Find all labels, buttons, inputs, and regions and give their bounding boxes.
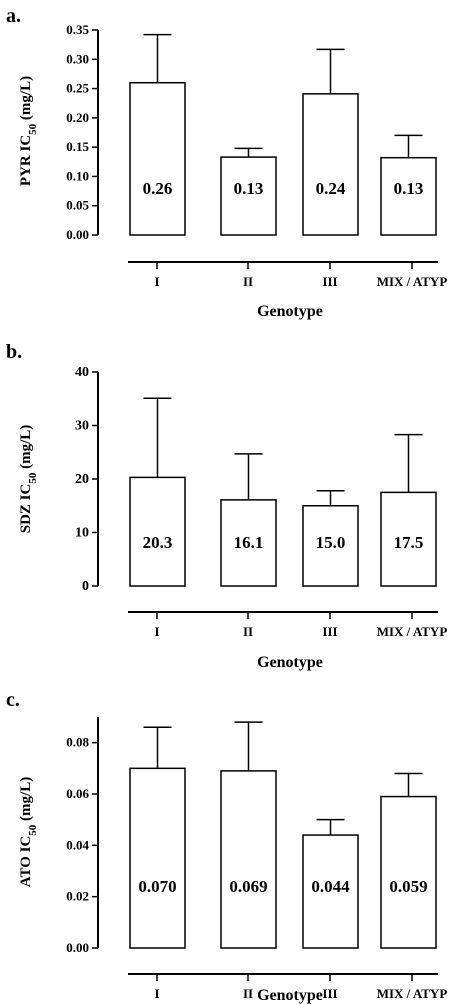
bar-2 — [220, 499, 277, 587]
y-tick-label: 0.25 — [66, 81, 89, 96]
panel-label: a. — [6, 5, 21, 27]
y-tick-label: 0 — [82, 579, 89, 594]
chart-panel-3: c. 0.00 0.02 0.04 0.06 0.08 ATO IC50 (mg/L) 0.0… — [6, 689, 447, 1004]
x-tick-label: III — [322, 986, 337, 1001]
data-label-4: 0.13 — [394, 179, 424, 198]
data-label-1: 20.3 — [143, 533, 173, 552]
y-axis-label-sub: 50 — [27, 824, 39, 836]
y-axis-label-unit: (mg/L) — [18, 425, 34, 473]
x-tick-label: MIX / ATYP — [377, 624, 448, 639]
bar-2 — [220, 770, 277, 949]
y-tick-label: 10 — [75, 526, 89, 541]
data-label-2: 0.069 — [229, 877, 267, 896]
y-axis-label: ATO IC50 (mg/L) — [18, 777, 39, 887]
bar-4 — [380, 795, 437, 949]
y-tick-label: 0.30 — [66, 51, 89, 66]
x-tick-label: II — [243, 986, 253, 1001]
x-axis-label: Genotype — [257, 303, 323, 320]
data-label-4: 0.059 — [389, 877, 427, 896]
bar-3 — [302, 834, 359, 949]
data-label-3: 0.044 — [311, 877, 350, 896]
y-tick-label: 0.04 — [66, 837, 89, 852]
data-label-1: 0.26 — [143, 179, 173, 198]
data-label-1: 0.070 — [138, 877, 176, 896]
y-tick-label: 0.06 — [66, 786, 89, 801]
y-tick-label: 30 — [75, 419, 89, 434]
chart-panel-2: b. 0 10 20 30 40 SDZ IC50 (mg/L) 20.3 16.1 15.0 17… — [6, 341, 447, 671]
x-tick-label: III — [322, 274, 337, 289]
chart-panel-1: a. 0.00 0.05 0.10 0.15 0.20 0.25 0.30 0.35 PYR IC… — [6, 5, 447, 320]
y-axis-label-main: PYR IC — [18, 135, 34, 186]
y-tick-label: 0.08 — [66, 735, 89, 750]
y-axis-label-unit: (mg/L) — [18, 76, 34, 124]
y-tick-label: 0.20 — [66, 110, 89, 125]
x-tick-label: I — [154, 274, 159, 289]
y-tick-label: 0.00 — [66, 227, 89, 242]
x-tick-label: MIX / ATYP — [377, 986, 448, 1001]
x-tick-label: III — [322, 624, 337, 639]
y-tick-label: 20 — [75, 472, 89, 487]
bar-1 — [129, 476, 186, 587]
bar-4 — [380, 491, 437, 587]
data-label-2: 16.1 — [234, 533, 264, 552]
data-label-3: 15.0 — [316, 533, 346, 552]
panel-label: b. — [6, 341, 22, 363]
x-axis-label: Genotype — [257, 654, 323, 671]
x-tick-label: MIX / ATYP — [377, 274, 448, 289]
y-axis-label-unit: (mg/L) — [18, 777, 34, 825]
data-label-4: 17.5 — [394, 533, 424, 552]
y-tick-label: 0.05 — [66, 198, 89, 213]
y-tick-label: 0.15 — [66, 139, 89, 154]
y-tick-label: 0.35 — [66, 22, 89, 37]
y-axis-label-main: SDZ IC — [18, 484, 34, 534]
y-axis-label-sub: 50 — [27, 123, 39, 135]
bar-1 — [129, 81, 186, 236]
bar-3 — [302, 505, 359, 587]
y-tick-label: 0.02 — [66, 889, 89, 904]
y-axis-label: SDZ IC50 (mg/L) — [18, 425, 39, 534]
bar-4 — [380, 156, 437, 236]
y-axis-label: PYR IC50 (mg/L) — [18, 76, 39, 186]
x-axis-label: Genotype — [257, 987, 323, 1004]
x-tick-label: II — [243, 274, 253, 289]
x-tick-label: II — [243, 624, 253, 639]
data-label-2: 0.13 — [234, 179, 264, 198]
x-tick-label: I — [154, 624, 159, 639]
data-label-3: 0.24 — [316, 179, 346, 198]
panel-label: c. — [6, 689, 20, 711]
bar-2 — [220, 156, 277, 236]
bar-1 — [129, 767, 186, 949]
y-axis-label-sub: 50 — [27, 472, 39, 484]
x-tick-label: I — [154, 986, 159, 1001]
y-tick-label: 0.10 — [66, 168, 89, 183]
y-axis-label-main: ATO IC — [18, 836, 34, 888]
y-tick-label: 40 — [75, 365, 89, 380]
bar-3 — [302, 93, 359, 236]
y-tick-label: 0.00 — [66, 940, 89, 955]
